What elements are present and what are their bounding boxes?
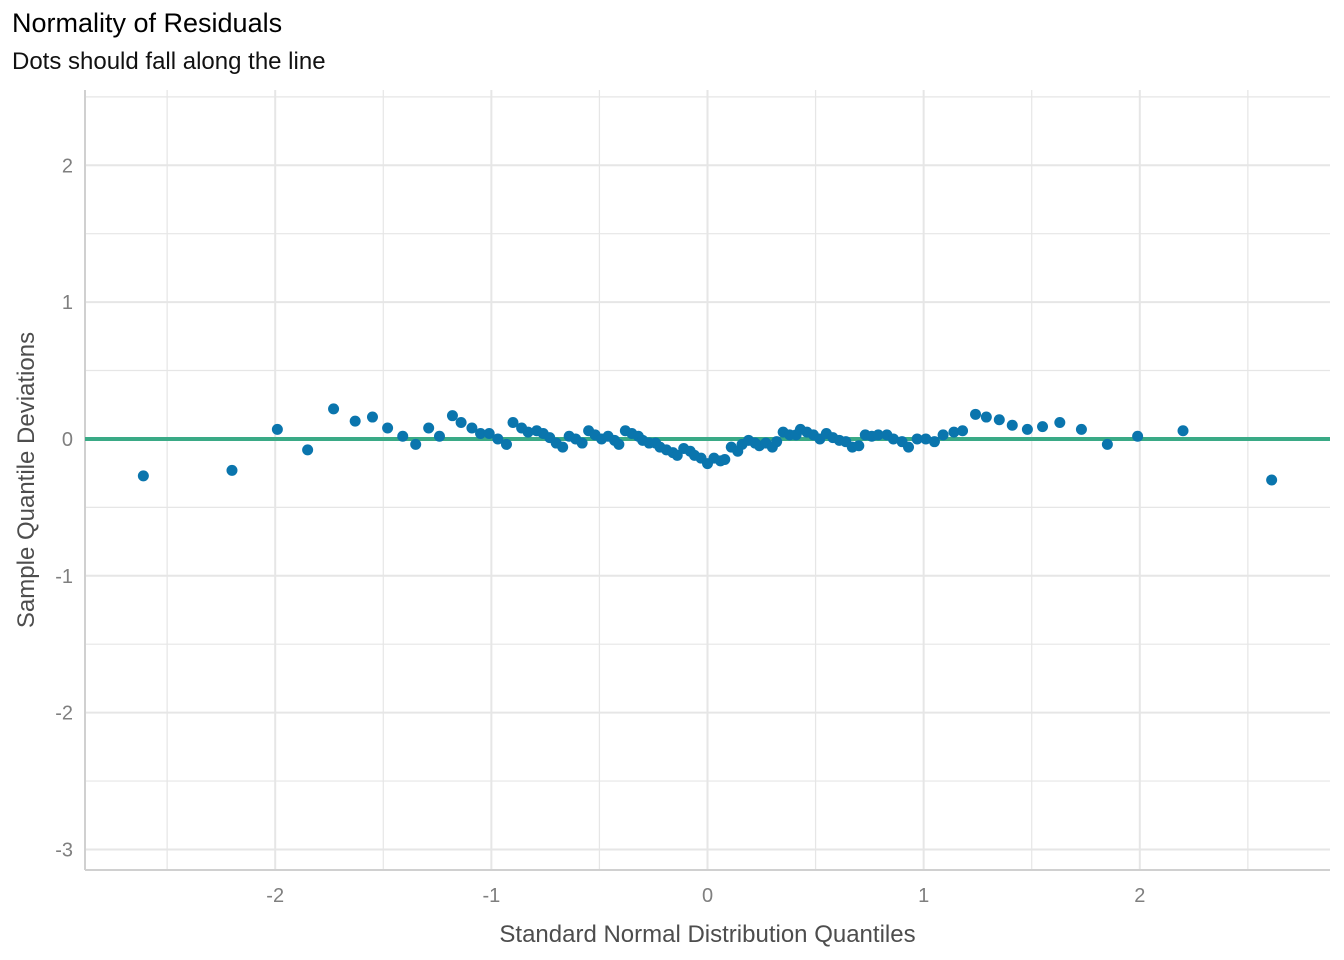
data-point xyxy=(137,470,149,482)
data-point xyxy=(397,430,409,442)
y-tick-labels: -3 -2 -1 0 1 2 xyxy=(55,155,73,861)
data-point xyxy=(492,433,504,445)
data-point xyxy=(1132,430,1144,442)
data-point xyxy=(366,411,378,423)
data-point xyxy=(887,433,899,445)
data-point xyxy=(771,436,783,448)
chart-title: Normality of Residuals xyxy=(12,8,283,38)
data-point xyxy=(1037,421,1049,433)
data-point xyxy=(410,438,422,450)
data-point xyxy=(1266,474,1278,486)
data-point xyxy=(948,426,960,438)
data-point xyxy=(1006,419,1018,431)
data-point xyxy=(500,438,512,450)
data-point xyxy=(1177,425,1189,437)
data-point xyxy=(466,422,478,434)
data-point xyxy=(433,430,445,442)
x-tick-label: 0 xyxy=(702,885,713,907)
data-point xyxy=(937,429,949,441)
data-points xyxy=(137,403,1278,486)
data-point xyxy=(507,417,519,429)
data-point xyxy=(226,464,238,476)
x-tick-label: -1 xyxy=(482,885,500,907)
data-point xyxy=(911,433,923,445)
data-point xyxy=(872,429,884,441)
data-point xyxy=(328,403,340,415)
chart-subtitle: Dots should fall along the line xyxy=(12,48,326,75)
y-tick-label: -2 xyxy=(55,703,73,725)
x-tick-label: 2 xyxy=(1134,885,1145,907)
y-tick-label: -3 xyxy=(55,839,73,861)
data-point xyxy=(446,410,458,422)
data-point xyxy=(1075,423,1087,435)
data-point xyxy=(920,433,932,445)
data-point xyxy=(1021,423,1033,435)
data-point xyxy=(483,427,495,439)
data-point xyxy=(671,449,683,461)
data-point xyxy=(903,441,915,453)
y-axis-title: Sample Quantile Deviations xyxy=(13,332,40,628)
data-point xyxy=(970,408,982,420)
y-tick-label: 0 xyxy=(62,429,73,451)
data-point xyxy=(957,425,969,437)
data-point xyxy=(271,423,283,435)
x-tick-label: -2 xyxy=(266,885,284,907)
data-point xyxy=(980,411,992,423)
data-point xyxy=(455,417,467,429)
data-point xyxy=(576,437,588,449)
data-point xyxy=(1101,438,1113,450)
data-point xyxy=(475,427,487,439)
data-point xyxy=(423,422,435,434)
data-point xyxy=(719,453,731,465)
data-point xyxy=(1054,417,1066,429)
data-point xyxy=(302,444,314,456)
data-point xyxy=(853,440,865,452)
data-point xyxy=(349,415,361,427)
data-point xyxy=(557,441,569,453)
data-point xyxy=(613,438,625,450)
data-point xyxy=(522,426,534,438)
data-point xyxy=(382,422,394,434)
y-tick-label: -1 xyxy=(55,566,73,588)
y-tick-label: 1 xyxy=(62,292,73,314)
x-tick-label: 1 xyxy=(918,885,929,907)
data-point xyxy=(993,414,1005,426)
data-point xyxy=(928,436,940,448)
major-gridlines xyxy=(85,90,1330,870)
y-tick-label: 2 xyxy=(62,155,73,177)
x-tick-labels: -2 -1 0 1 2 xyxy=(266,885,1145,907)
x-axis-title: Standard Normal Distribution Quantiles xyxy=(499,921,915,948)
